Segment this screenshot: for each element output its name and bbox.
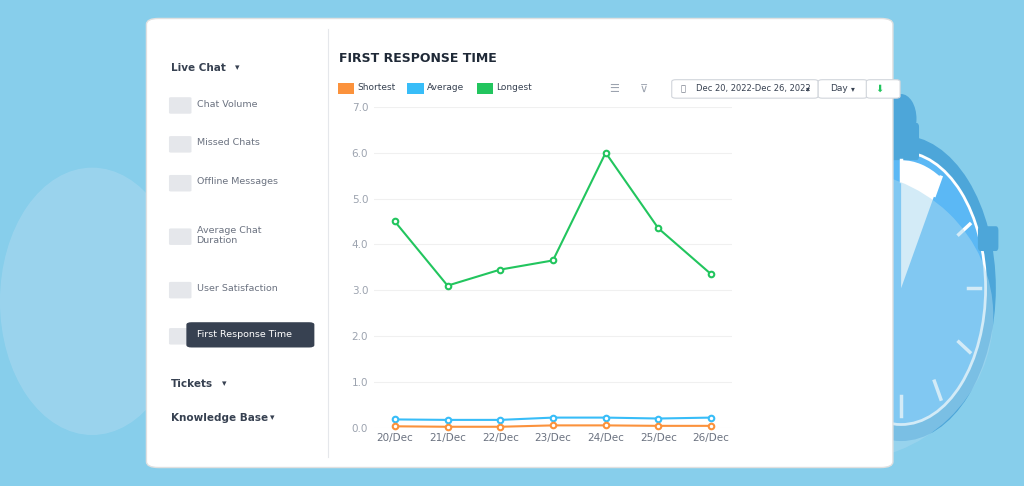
Text: Shortest: Shortest: [357, 83, 395, 92]
Text: Day: Day: [830, 85, 848, 93]
Text: First Response Time: First Response Time: [197, 330, 292, 339]
FancyBboxPatch shape: [186, 322, 314, 347]
FancyBboxPatch shape: [883, 123, 920, 160]
FancyBboxPatch shape: [169, 282, 191, 298]
Text: Dec 20, 2022-Dec 26, 2022: Dec 20, 2022-Dec 26, 2022: [696, 85, 811, 93]
Circle shape: [807, 136, 995, 441]
Circle shape: [886, 94, 916, 144]
Ellipse shape: [686, 170, 993, 462]
FancyBboxPatch shape: [866, 80, 900, 98]
FancyBboxPatch shape: [169, 228, 191, 245]
Text: Live Chat: Live Chat: [171, 63, 226, 73]
Text: Average: Average: [427, 83, 464, 92]
FancyBboxPatch shape: [169, 175, 191, 191]
FancyBboxPatch shape: [408, 83, 424, 94]
Text: FIRST RESPONSE TIME: FIRST RESPONSE TIME: [339, 52, 497, 65]
Text: ⬇: ⬇: [876, 84, 884, 94]
Text: Missed Chats: Missed Chats: [197, 139, 259, 147]
FancyBboxPatch shape: [169, 97, 191, 114]
Ellipse shape: [0, 168, 184, 435]
Circle shape: [817, 152, 985, 425]
Text: Average Chat
Duration: Average Chat Duration: [197, 226, 261, 245]
FancyBboxPatch shape: [338, 83, 354, 94]
Wedge shape: [901, 160, 941, 288]
FancyBboxPatch shape: [146, 18, 893, 468]
FancyBboxPatch shape: [169, 136, 191, 153]
Text: ▾: ▾: [270, 414, 274, 422]
Text: 📅: 📅: [681, 85, 686, 93]
FancyBboxPatch shape: [477, 83, 494, 94]
Text: ▾: ▾: [234, 64, 239, 72]
FancyBboxPatch shape: [169, 328, 191, 345]
FancyBboxPatch shape: [818, 80, 867, 98]
Text: ▾: ▾: [806, 85, 810, 93]
Text: Tickets: Tickets: [171, 379, 213, 389]
FancyBboxPatch shape: [978, 226, 998, 251]
Text: User Satisfaction: User Satisfaction: [197, 284, 278, 293]
Text: Longest: Longest: [497, 83, 532, 92]
Text: Knowledge Base: Knowledge Base: [171, 413, 268, 423]
Text: ☰: ☰: [609, 84, 620, 94]
Text: ▾: ▾: [222, 380, 226, 388]
Text: Offline Messages: Offline Messages: [197, 177, 278, 186]
FancyBboxPatch shape: [672, 80, 818, 98]
Text: ⊽: ⊽: [640, 84, 648, 94]
Text: Chat Volume: Chat Volume: [197, 100, 257, 108]
Text: ▾: ▾: [851, 85, 855, 93]
